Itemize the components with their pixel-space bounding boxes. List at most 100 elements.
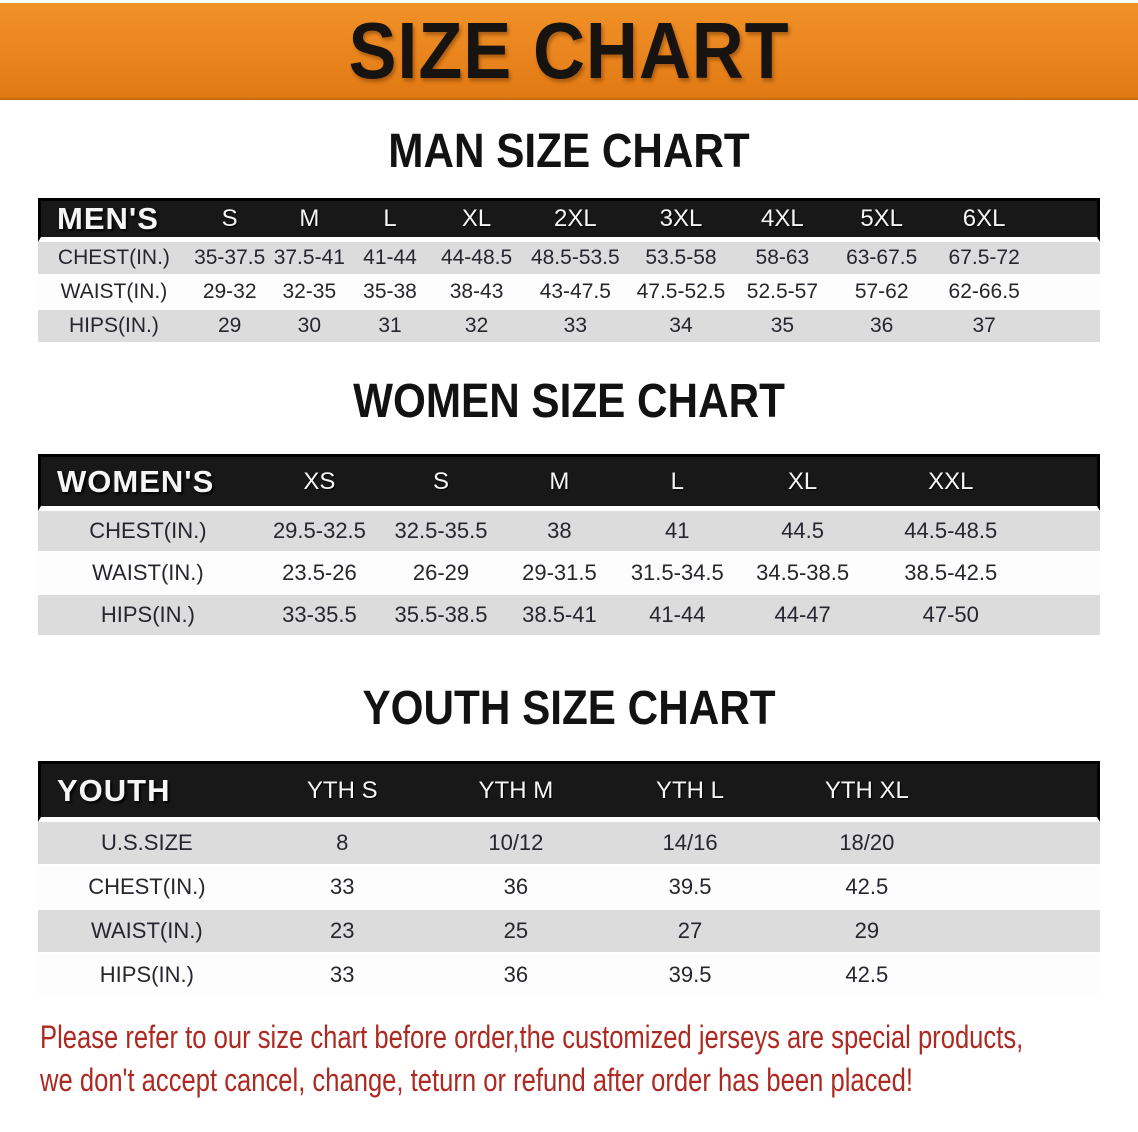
row-label: CHEST(IN.) <box>38 511 258 553</box>
row-label: CHEST(IN.) <box>38 866 256 910</box>
cell-value: 38.5-42.5 <box>868 553 1034 595</box>
table-row: CHEST(IN.) 29.5-32.5 32.5-35.5 38 41 44.5 44.5… <box>38 511 1100 553</box>
youth-size-table: YOUTH YTH S YTH M YTH L YTH XL U.S.SIZE 8 10/12… <box>38 761 1100 998</box>
cell-value: 48.5-53.5 <box>522 242 629 276</box>
filler-cell <box>956 822 1100 866</box>
cell-value: 62-66.5 <box>932 276 1037 310</box>
table-row: HIPS(IN.) 29 30 31 32 33 34 35 36 37 <box>38 310 1100 344</box>
youth-size-table-slot: YOUTH YTH S YTH M YTH L YTH XL U.S.SIZE 8 10/12… <box>0 761 1138 998</box>
row-label: HIPS(IN.) <box>38 310 190 344</box>
table-row: WAIST(IN.) 23.5-26 26-29 29-31.5 31.5-34.5 34… <box>38 553 1100 595</box>
filler-cell <box>1036 198 1100 242</box>
cell-value: 32.5-35.5 <box>381 511 502 553</box>
table-row: HIPS(IN.) 33-35.5 35.5-38.5 38.5-41 41-44 44-… <box>38 595 1100 637</box>
cell-value: 37 <box>932 310 1037 344</box>
cell-value: 44-47 <box>736 595 869 637</box>
cell-value: 31 <box>349 310 431 344</box>
column-header: XL <box>430 198 523 242</box>
cell-value: 41-44 <box>349 242 431 276</box>
row-label: U.S.SIZE <box>38 822 256 866</box>
cell-value: 39.5 <box>602 954 778 998</box>
row-label: HIPS(IN.) <box>38 595 258 637</box>
cell-value: 31.5-34.5 <box>617 553 737 595</box>
column-header: S <box>381 454 502 511</box>
column-header: M <box>501 454 618 511</box>
column-header: L <box>617 454 737 511</box>
cell-value: 43-47.5 <box>522 276 629 310</box>
cell-value: 10/12 <box>428 822 603 866</box>
cell-value: 8 <box>255 822 429 866</box>
row-label: WAIST(IN.) <box>38 910 256 954</box>
cell-value: 42.5 <box>777 866 957 910</box>
cell-value: 35-37.5 <box>189 242 270 276</box>
cell-value: 34 <box>628 310 734 344</box>
filler-cell <box>1036 310 1100 344</box>
column-header: XXL <box>868 454 1034 511</box>
table-title-cell: MEN'S <box>38 198 190 242</box>
column-header: S <box>189 198 270 242</box>
men-size-section: MAN SIZE CHART MEN'S S M L XL 2XL 3XL 4XL 5XL 6XL… <box>0 126 1138 344</box>
column-header: 6XL <box>932 198 1037 242</box>
disclaimer-line-1: Please refer to our size chart before or… <box>40 1019 1024 1055</box>
column-header: YTH XL <box>777 761 957 822</box>
cell-value: 26-29 <box>381 553 502 595</box>
cell-value: 36 <box>428 954 603 998</box>
women-size-section: WOMEN SIZE CHART WOMEN'S XS S M L XL XXL CHEST(… <box>0 376 1138 637</box>
filler-cell <box>956 954 1100 998</box>
cell-value: 37.5-41 <box>269 242 350 276</box>
cell-value: 35-38 <box>349 276 431 310</box>
men-section-heading: MAN SIZE CHART <box>388 125 750 178</box>
column-header: XS <box>257 454 382 511</box>
column-header: YTH L <box>602 761 778 822</box>
cell-value: 32 <box>430 310 523 344</box>
cell-value: 63-67.5 <box>831 242 933 276</box>
table-title-cell: WOMEN'S <box>38 454 258 511</box>
filler-cell <box>956 761 1100 822</box>
cell-value: 33 <box>522 310 629 344</box>
filler-cell <box>956 866 1100 910</box>
women-size-table: WOMEN'S XS S M L XL XXL CHEST(IN.) 29.5-32.5 32.5… <box>38 454 1100 637</box>
cell-value: 67.5-72 <box>932 242 1037 276</box>
column-header: M <box>269 198 350 242</box>
cell-value: 34.5-38.5 <box>736 553 869 595</box>
cell-value: 44-48.5 <box>430 242 523 276</box>
filler-cell <box>1033 511 1100 553</box>
filler-cell <box>1033 553 1100 595</box>
cell-value: 38-43 <box>430 276 523 310</box>
cell-value: 23 <box>255 910 429 954</box>
cell-value: 57-62 <box>831 276 933 310</box>
row-label: WAIST(IN.) <box>38 553 258 595</box>
cell-value: 29.5-32.5 <box>257 511 382 553</box>
men-size-table: MEN'S S M L XL 2XL 3XL 4XL 5XL 6XL CHEST(IN.) 35-37… <box>38 198 1100 344</box>
cell-value: 14/16 <box>602 822 778 866</box>
column-header: 3XL <box>628 198 734 242</box>
cell-value: 29 <box>777 910 957 954</box>
column-header: XL <box>736 454 869 511</box>
cell-value: 42.5 <box>777 954 957 998</box>
cell-value: 29-31.5 <box>501 553 618 595</box>
page-title: SIZE CHART <box>348 5 790 95</box>
women-section-heading: WOMEN SIZE CHART <box>353 375 785 428</box>
cell-value: 36 <box>831 310 933 344</box>
filler-cell <box>1036 276 1100 310</box>
cell-value: 35.5-38.5 <box>381 595 502 637</box>
filler-cell <box>1033 595 1100 637</box>
table-title-cell: YOUTH <box>38 761 256 822</box>
row-label: HIPS(IN.) <box>38 954 256 998</box>
cell-value: 30 <box>269 310 350 344</box>
cell-value: 33-35.5 <box>257 595 382 637</box>
filler-cell <box>1036 242 1100 276</box>
cell-value: 29-32 <box>189 276 270 310</box>
cell-value: 38.5-41 <box>501 595 618 637</box>
table-row: WAIST(IN.) 23 25 27 29 <box>38 910 1100 954</box>
women-size-table-slot: WOMEN'S XS S M L XL XXL CHEST(IN.) 29.5-32.5 32.5… <box>0 454 1138 637</box>
cell-value: 53.5-58 <box>628 242 734 276</box>
cell-value: 33 <box>255 954 429 998</box>
youth-size-section: YOUTH SIZE CHART YOUTH YTH S YTH M YTH L YTH… <box>0 683 1138 998</box>
cell-value: 33 <box>255 866 429 910</box>
disclaimer: Please refer to our size chart before or… <box>40 1016 1138 1102</box>
cell-value: 25 <box>428 910 603 954</box>
cell-value: 38 <box>501 511 618 553</box>
table-row: WAIST(IN.) 29-32 32-35 35-38 38-43 43-47.5 47.… <box>38 276 1100 310</box>
